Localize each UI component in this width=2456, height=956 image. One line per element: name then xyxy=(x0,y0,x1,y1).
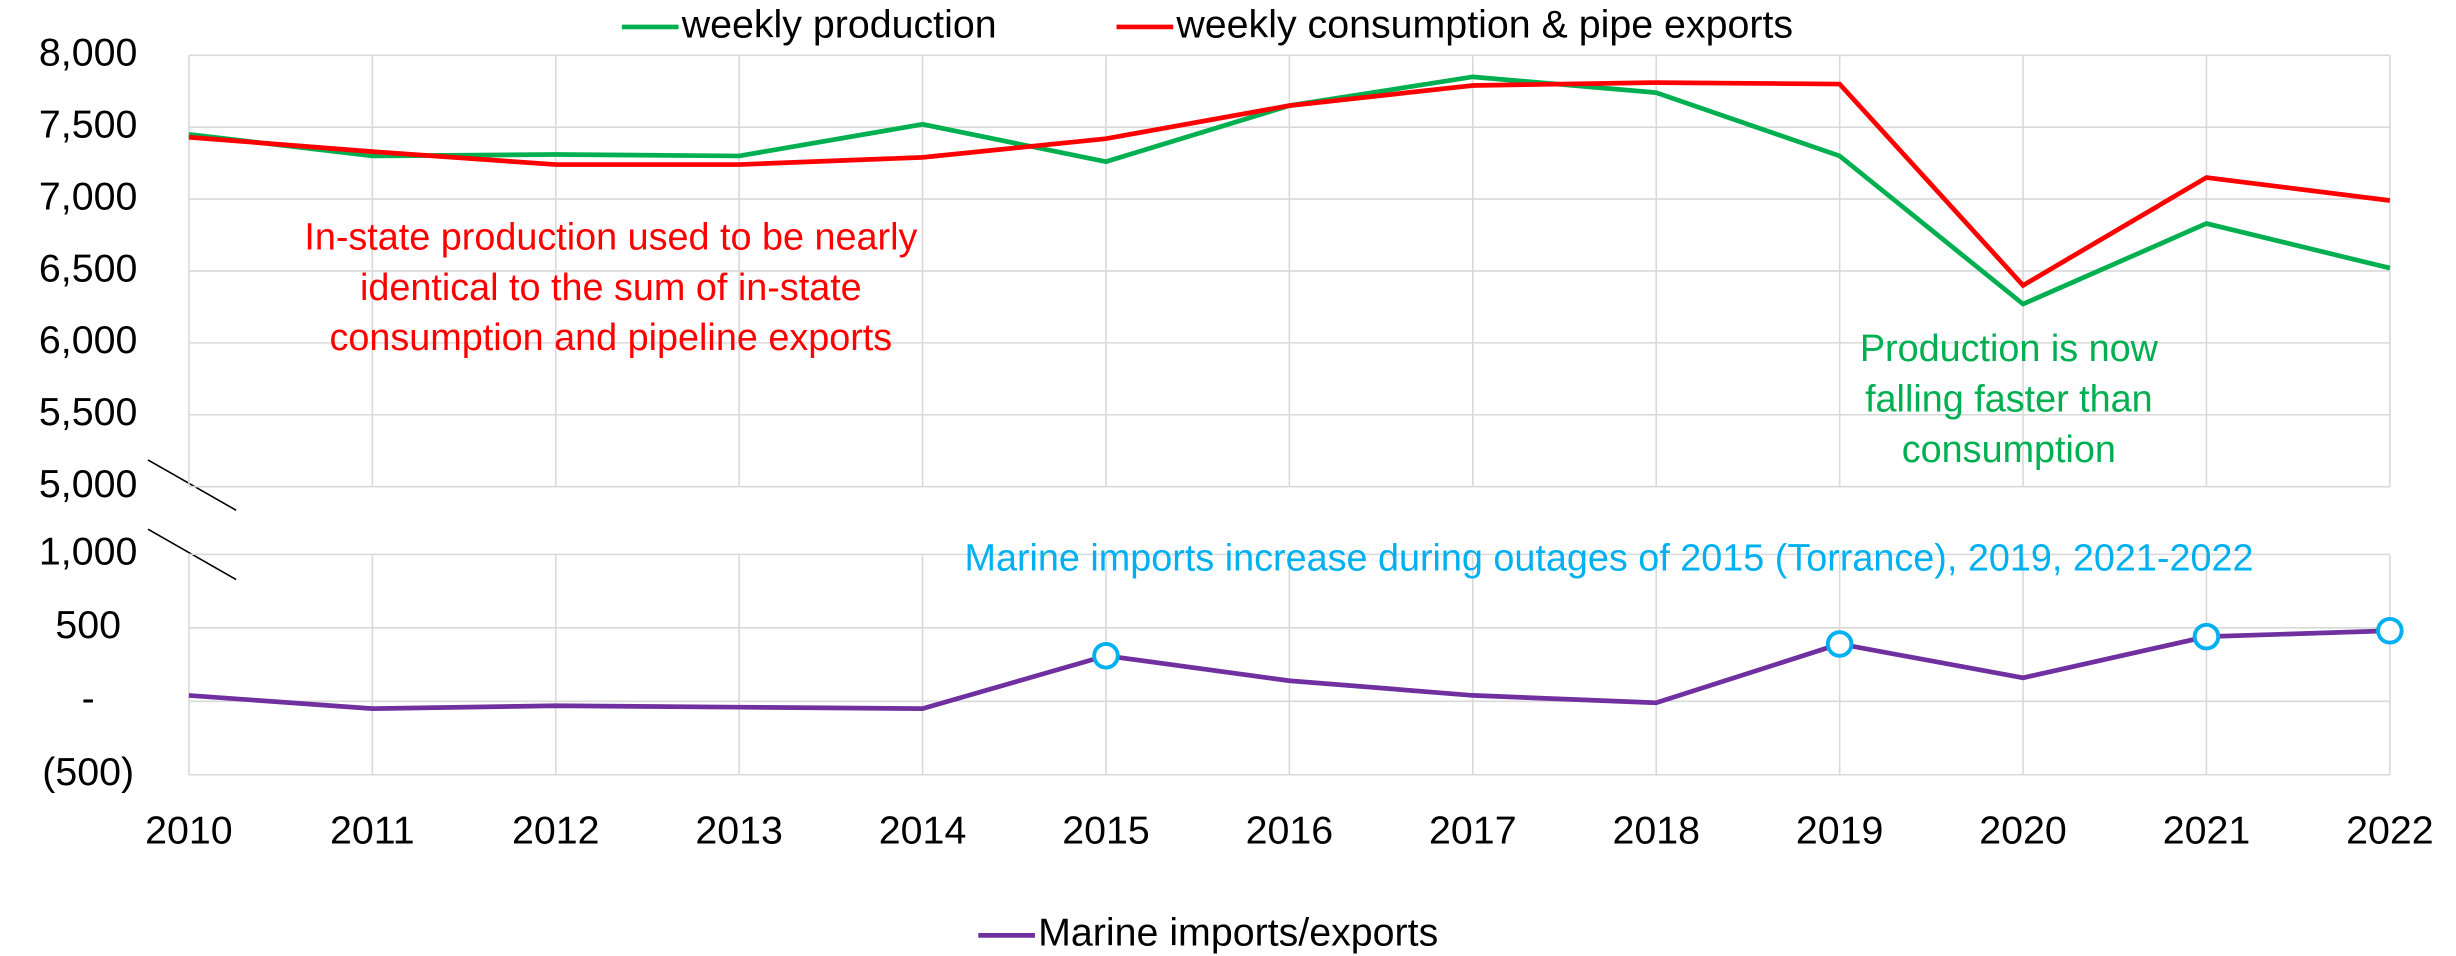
highlight-marker xyxy=(1092,641,1120,670)
y-tick-label: 1,000 xyxy=(39,530,137,574)
series-line xyxy=(188,80,2391,289)
annotation: falling faster than xyxy=(1865,379,2153,421)
x-tick-label: 2018 xyxy=(1612,808,1700,852)
legend-label: weekly production xyxy=(681,2,997,46)
x-tick-label: 2012 xyxy=(512,808,600,852)
legend-label: weekly consumption & pipe exports xyxy=(1175,2,1793,46)
y-tick-label: 500 xyxy=(55,603,121,647)
legend-label: Marine imports/exports xyxy=(1038,911,1438,955)
annotation: consumption and pipeline exports xyxy=(330,317,893,359)
y-tick-label: - xyxy=(82,677,95,721)
y-tick-label: 5,000 xyxy=(39,462,137,506)
y-tick-label: 7,000 xyxy=(39,174,137,218)
x-tick-label: 2017 xyxy=(1429,808,1517,852)
highlight-marker xyxy=(2376,616,2404,645)
y-tick-label: 6,500 xyxy=(39,246,137,290)
y-tick-label: 7,500 xyxy=(39,103,137,147)
highlight-marker xyxy=(2192,622,2221,651)
annotation: Marine imports increase during outages o… xyxy=(964,538,2253,580)
x-tick-label: 2015 xyxy=(1062,808,1150,852)
annotation: Production is now xyxy=(1860,328,2159,370)
annotation: consumption xyxy=(1902,429,2116,471)
x-tick-label: 2020 xyxy=(1979,808,2067,852)
axis-break xyxy=(147,459,237,511)
series-line xyxy=(188,628,2390,712)
annotation: In-state production used to be nearly xyxy=(304,216,917,258)
x-tick-label: 2019 xyxy=(1796,808,1884,852)
y-tick-label: 5,500 xyxy=(39,390,137,434)
annotation: identical to the sum of in-state xyxy=(360,267,862,309)
highlight-marker xyxy=(1825,630,1854,658)
x-tick-label: 2016 xyxy=(1246,808,1334,852)
y-tick-label: (500) xyxy=(42,750,134,794)
x-tick-label: 2011 xyxy=(330,808,415,852)
y-tick-label: 6,000 xyxy=(39,318,137,362)
x-tick-label: 2022 xyxy=(2346,808,2434,852)
y-tick-label: 8,000 xyxy=(39,31,137,75)
x-tick-label: 2014 xyxy=(879,808,967,852)
x-tick-label: 2021 xyxy=(2163,808,2251,852)
x-tick-label: 2010 xyxy=(145,808,233,852)
x-tick-label: 2013 xyxy=(695,808,783,852)
